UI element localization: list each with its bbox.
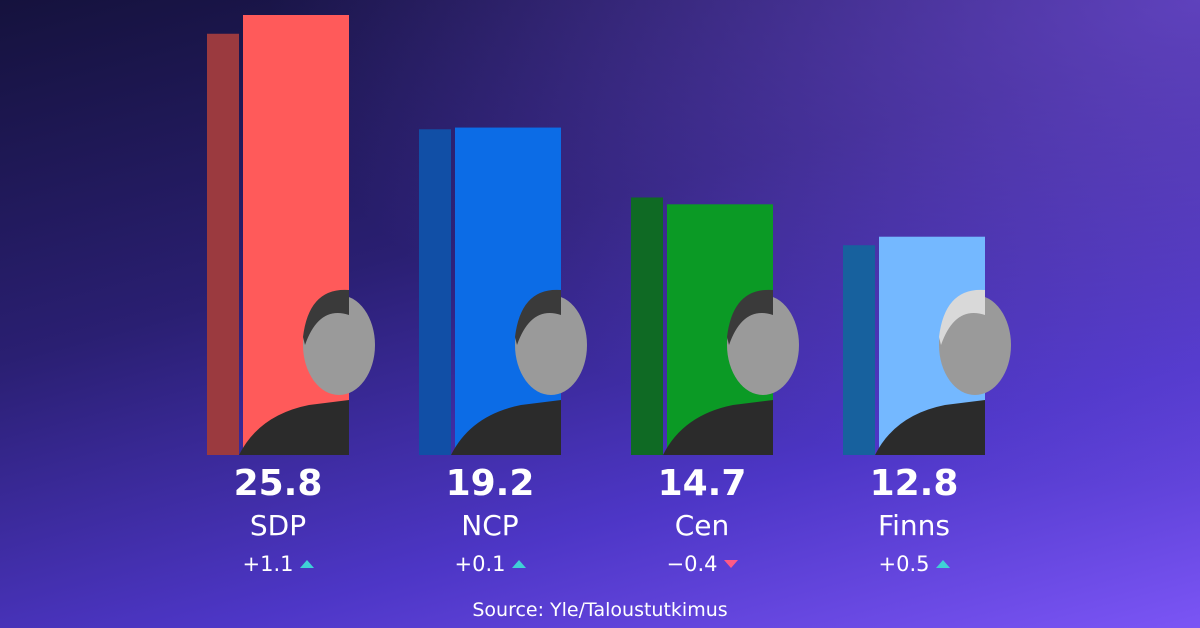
bar-previous-sdp [207,33,239,455]
party-label-finns: Finns [878,509,950,542]
source-note: Source: Yle/Taloustutkimus [472,599,728,621]
change-label-finns: +0.5 [834,550,994,578]
leader-portrait-sdp [239,289,375,455]
bar-previous-cen [631,197,663,455]
party-label-sdp: SDP [249,509,307,542]
bar-previous-finns [843,245,875,455]
value-label-cen: 14.7 [657,463,747,504]
leader-portrait-ncp [451,289,587,455]
change-label-ncp: +0.1 [410,550,570,578]
leader-portrait-cen [663,289,799,455]
party-label-cen: Cen [674,509,730,542]
up-triangle-icon [511,560,526,568]
change-value-finns: +0.5 [878,552,930,576]
up-triangle-icon [299,560,314,568]
change-value-ncp: +0.1 [454,552,506,576]
leader-portrait-finns [875,289,1011,455]
value-label-finns: 12.8 [869,463,959,504]
change-label-sdp: +1.1 [198,550,358,578]
down-triangle-icon [723,560,738,568]
change-label-cen: −0.4 [622,550,782,578]
up-triangle-icon [935,560,950,568]
bar-previous-ncp [419,129,451,456]
bar-current-ncp [455,127,561,455]
change-value-cen: −0.4 [666,552,718,576]
party-label-ncp: NCP [461,509,519,542]
change-value-sdp: +1.1 [242,552,294,576]
value-label-sdp: 25.8 [233,463,323,504]
value-label-ncp: 19.2 [445,463,535,504]
